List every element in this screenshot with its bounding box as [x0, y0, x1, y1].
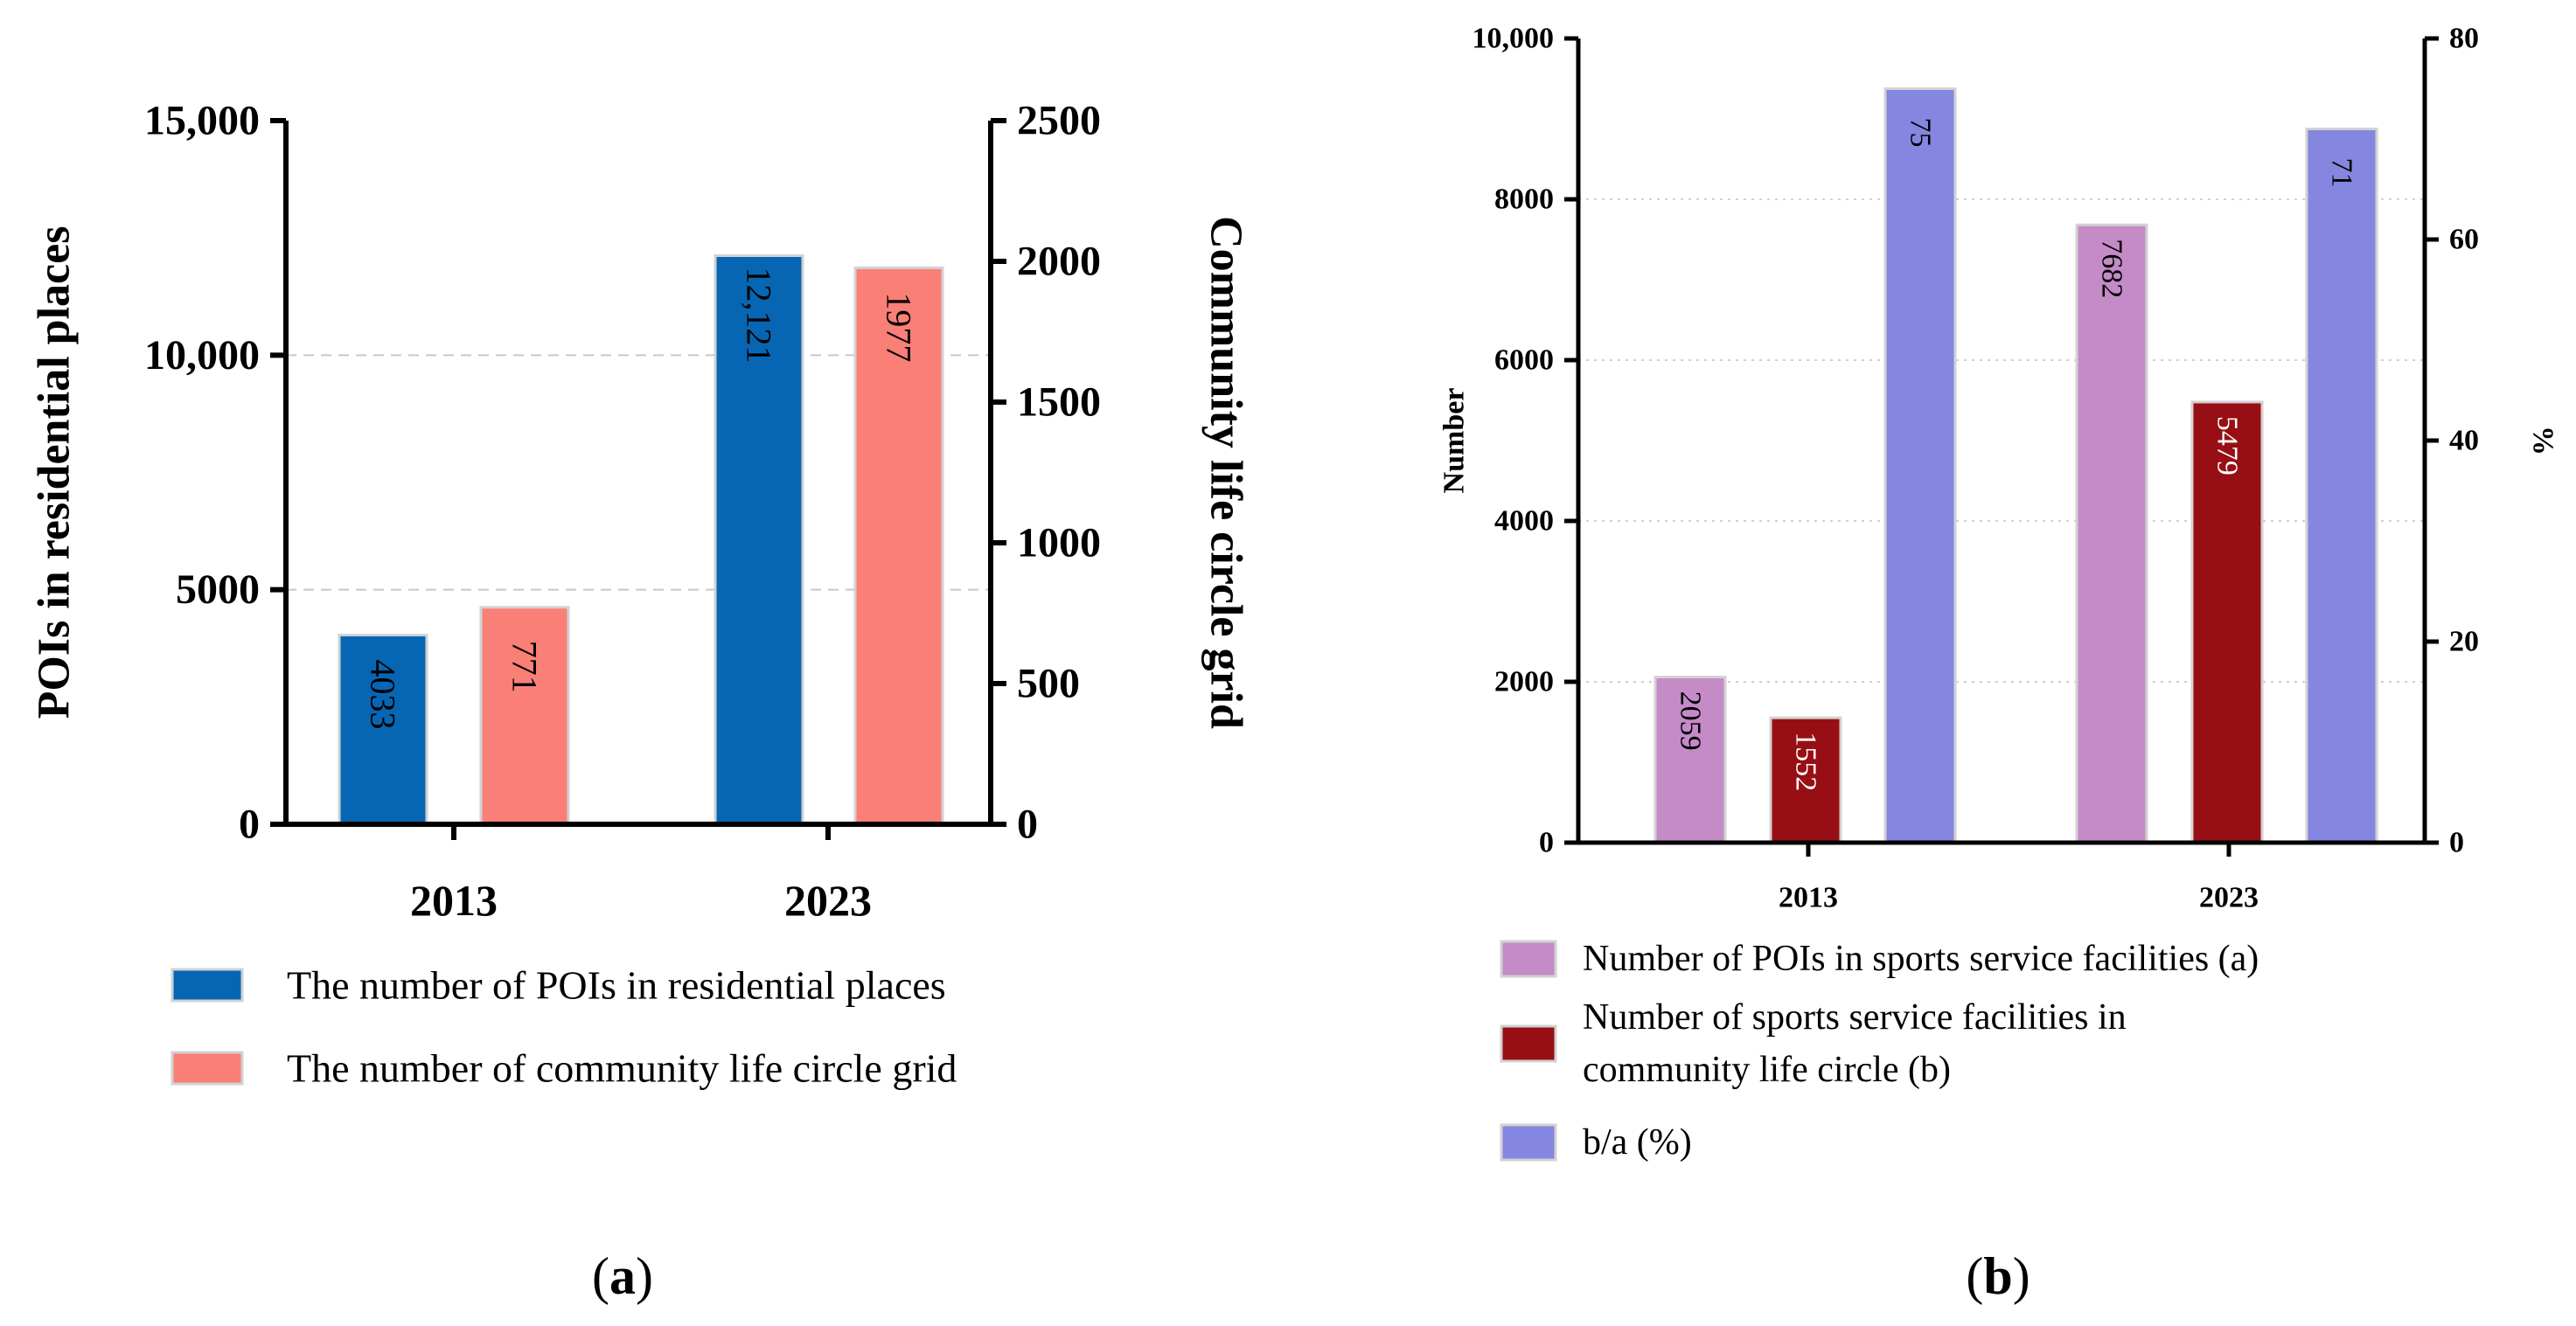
y-tick-label-right: 0 — [1017, 802, 1038, 848]
legend-swatch — [171, 1051, 244, 1086]
y-tick-label-right: 60 — [2449, 224, 2479, 256]
y-tick-label-left: 8000 — [1494, 184, 1554, 216]
y-tick-label-right: 20 — [2449, 626, 2479, 658]
legend-swatch — [171, 968, 244, 1003]
data-label: 12,121 — [740, 267, 779, 364]
data-label: 1977 — [880, 292, 919, 362]
data-label: 7682 — [2096, 239, 2128, 298]
y-tick-label-right: 1500 — [1017, 379, 1101, 426]
data-label: 1552 — [1790, 732, 1822, 791]
y-tick-label-left: 4000 — [1494, 505, 1554, 538]
bar — [1769, 716, 1842, 844]
y-tick-label-left: 10,000 — [1472, 23, 1555, 55]
y-axis-title-right: % — [2527, 426, 2559, 455]
y-tick-label-right: 2500 — [1017, 98, 1101, 144]
legend-label: Number of POIs in sports service facilit… — [1583, 939, 2259, 979]
legend-label: b/a (%) — [1583, 1122, 1692, 1163]
x-tick-label: 2023 — [784, 876, 872, 925]
data-label: 4033 — [364, 660, 403, 730]
y-tick-label-left: 0 — [1539, 827, 1554, 859]
chart-panel-a: 4033 771 12,121 1977 0 5000 10,000 15,000 0 500 10… — [30, 98, 1251, 1306]
bar — [853, 266, 944, 826]
y-tick-label-left: 10,000 — [144, 332, 260, 378]
bar — [2075, 223, 2148, 844]
legend-label: Number of sports service facilities in — [1583, 997, 2127, 1038]
legend-label: community life circle (b) — [1583, 1050, 1951, 1090]
legend-label: The number of community life circle grid — [287, 1046, 957, 1091]
y-tick-label-right: 500 — [1017, 661, 1080, 707]
y-tick-label-left: 5000 — [176, 566, 260, 613]
y-axis-title-left: POIs in residential places — [30, 226, 80, 719]
panel-label: (b) — [1966, 1247, 2029, 1305]
bar — [2305, 128, 2378, 844]
data-label: 71 — [2326, 158, 2358, 188]
data-label: 771 — [505, 641, 545, 693]
y-tick-label-right: 40 — [2449, 425, 2479, 457]
bar — [2190, 400, 2264, 844]
data-label: 75 — [1904, 118, 1937, 148]
y-tick-label-right: 0 — [2449, 827, 2464, 859]
chart-panel-b: 2059 1552 75 7682 5479 71 0 2000 4000 6000 8000 10,… — [1438, 23, 2559, 1306]
x-tick-label: 2013 — [1779, 882, 1838, 914]
data-label: 2059 — [1674, 691, 1707, 751]
y-tick-label-right: 80 — [2449, 23, 2479, 55]
x-tick-label: 2013 — [410, 876, 498, 925]
legend-swatch — [1500, 940, 1557, 978]
y-axis-title-left: Number — [1438, 388, 1471, 494]
y-tick-label-right: 1000 — [1017, 520, 1101, 566]
y-tick-label-left: 15,000 — [144, 98, 260, 144]
y-tick-label-right: 2000 — [1017, 239, 1101, 285]
y-tick-label-left: 6000 — [1494, 344, 1554, 377]
y-tick-label-left: 2000 — [1494, 666, 1554, 698]
legend-swatch — [1500, 1024, 1557, 1063]
legend-swatch — [1500, 1123, 1557, 1162]
bar — [1883, 87, 1957, 844]
y-axis-title-right: Community life circle grid — [1201, 216, 1251, 729]
panel-label: (a) — [592, 1247, 653, 1305]
legend-label: The number of POIs in residential places — [287, 963, 946, 1008]
bar — [479, 606, 570, 826]
y-tick-label-left: 0 — [239, 802, 260, 848]
bar — [714, 254, 804, 826]
data-label: 5479 — [2211, 416, 2244, 476]
x-tick-label: 2023 — [2199, 882, 2259, 914]
